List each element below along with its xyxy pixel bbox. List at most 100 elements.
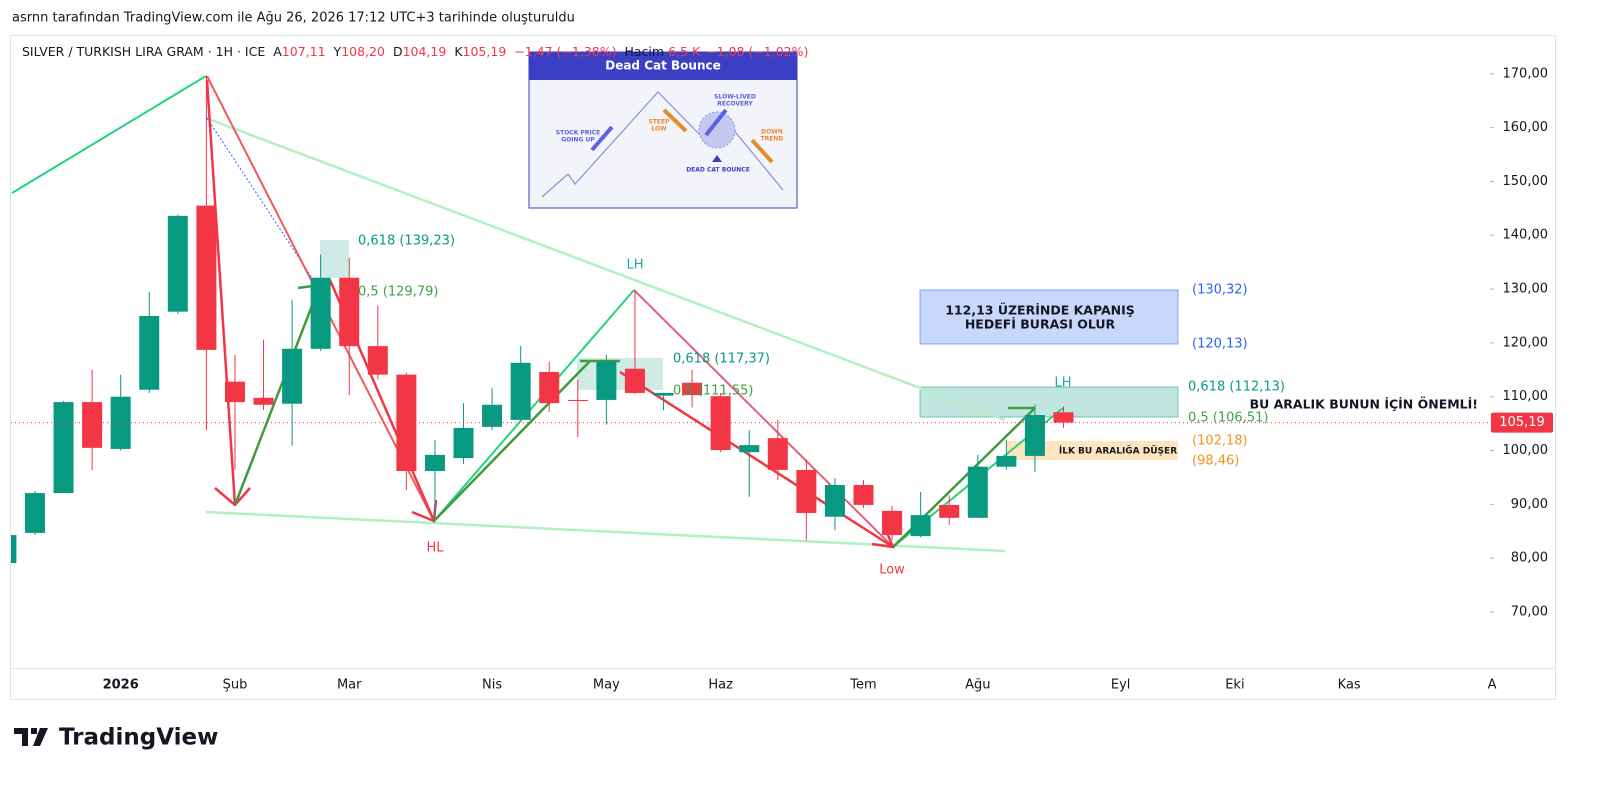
legend-title: SILVER / TURKISH LIRA GRAM · 1H · ICE — [22, 44, 265, 59]
inset-label: DEAD CAT BOUNCE — [686, 167, 750, 174]
inset-label: RECOVERY — [717, 101, 753, 108]
candle-body — [53, 402, 74, 494]
label: Low — [879, 563, 905, 578]
x-tick-label: Ağu — [965, 678, 990, 693]
fib-label: 0,618 (117,37) — [673, 352, 770, 367]
candle-body — [396, 374, 417, 471]
last-price-box — [1491, 412, 1553, 433]
candle-body — [339, 277, 360, 347]
legend-volume-change: −1,08 (−1,02%) — [706, 44, 808, 59]
note: 112,13 ÜZERİNDE KAPANIŞ — [945, 303, 1135, 318]
candle-body — [367, 346, 388, 375]
drop-label: (98,46) — [1192, 454, 1239, 469]
candle-body — [139, 315, 160, 390]
fib-label: 0,5 (129,79) — [358, 285, 438, 300]
candles — [11, 75, 1074, 564]
candle-body — [1053, 412, 1074, 423]
swing-line — [433, 289, 635, 522]
candle-body — [282, 348, 303, 404]
drop-label: (102,18) — [1192, 434, 1248, 449]
legend-key: K — [454, 44, 463, 59]
axes: 70,00 80,00 90,00 100,00 110,00 120,00 130,00 1… — [103, 66, 1548, 692]
candle-body — [567, 399, 588, 402]
target-zone — [919, 289, 1179, 345]
y-tick-label: 70,00 — [1511, 605, 1548, 620]
candle-body — [110, 396, 131, 449]
y-tick-label: 110,00 — [1503, 389, 1549, 404]
candle-body — [853, 484, 874, 505]
candle-body — [653, 392, 674, 396]
trend-line — [205, 510, 1006, 553]
label: LH — [626, 258, 643, 273]
candle-body — [310, 277, 331, 349]
inset-arrow — [662, 108, 688, 133]
swing-line — [11, 75, 207, 194]
y-tick-label: 80,00 — [1511, 551, 1548, 566]
legend-value: 108,20 — [341, 44, 385, 59]
y-tick-label: 130,00 — [1503, 282, 1549, 297]
x-tick-label: Nis — [482, 678, 502, 693]
fib-label: 0,5 (106,51) — [1188, 411, 1268, 426]
x-tick-label: Mar — [337, 678, 362, 693]
candle-body — [910, 515, 931, 537]
candle-body — [167, 215, 188, 312]
logo-text: TradingView — [59, 725, 218, 751]
note: HEDEFİ BURASI OLUR — [965, 317, 1116, 332]
fib-label: 0,618 (112,13) — [1188, 380, 1285, 395]
trend-line — [205, 116, 1006, 422]
y-tick-label: 90,00 — [1511, 497, 1548, 512]
fib-zone — [919, 386, 1179, 418]
legend-key: Y — [333, 44, 342, 59]
swing-line — [633, 289, 894, 548]
annotations: LH HL Low LH 0,618 (139,23) 0,5 (129,79)… — [358, 234, 1478, 578]
inset-arrow — [590, 125, 614, 152]
candle-body — [224, 381, 245, 403]
x-tick-label: Haz — [708, 678, 733, 693]
inset-label: STOCK PRICE — [556, 130, 600, 137]
drop-zone — [1006, 441, 1178, 460]
x-tick-label: Eki — [1225, 678, 1244, 693]
inset-label: STEEP — [648, 119, 670, 126]
fib-zone — [320, 240, 349, 278]
candle-body — [11, 535, 17, 564]
legend-key: A — [273, 44, 282, 59]
candle-body — [682, 382, 703, 396]
y-tick-label: 150,00 — [1503, 174, 1549, 189]
fib-label: 0,5 (111,55) — [673, 384, 753, 399]
candle-body — [596, 361, 617, 400]
fib-label: 0,618 (139,23) — [358, 234, 455, 249]
label: LH — [1054, 376, 1071, 391]
legend-value: 107,11 — [282, 44, 326, 59]
legend-volume-label: Hacim — [625, 44, 665, 59]
y-tick-label: 100,00 — [1503, 443, 1549, 458]
x-tick-label: Şub — [223, 678, 248, 693]
candle-body — [196, 205, 217, 350]
inset-title: Dead Cat Bounce — [605, 59, 721, 73]
candle-body — [482, 404, 503, 427]
pane-border — [10, 35, 1556, 700]
note: BU ARALIK BUNUN İÇİN ÖNEMLİ! — [1250, 397, 1478, 412]
candle-body — [1024, 415, 1045, 456]
arrow-head — [214, 487, 251, 507]
x-tick-label: A — [1488, 678, 1497, 693]
target-label: (120,13) — [1192, 337, 1248, 352]
logo: TradingView — [14, 725, 218, 751]
y-tick-label: 120,00 — [1503, 335, 1549, 350]
inset-label: DOWN — [761, 129, 783, 136]
arrow — [233, 284, 322, 506]
candle-body — [424, 454, 445, 471]
candle-body — [939, 504, 960, 518]
y-tick-label: 140,00 — [1503, 228, 1549, 243]
label: HL — [426, 541, 444, 556]
candle-body — [796, 469, 817, 513]
last-price-label: 105,19 — [1499, 415, 1545, 430]
arrow — [205, 79, 237, 506]
candle-body — [967, 466, 988, 518]
target-label: (130,32) — [1192, 283, 1248, 298]
x-tick-label: Tem — [849, 678, 876, 693]
inset-arrow — [712, 155, 722, 162]
inset-arrow — [704, 108, 728, 137]
inset-image: Dead Cat Bounce STOCK PRICE GOING UP STE… — [528, 51, 798, 209]
candle-body — [739, 445, 760, 453]
